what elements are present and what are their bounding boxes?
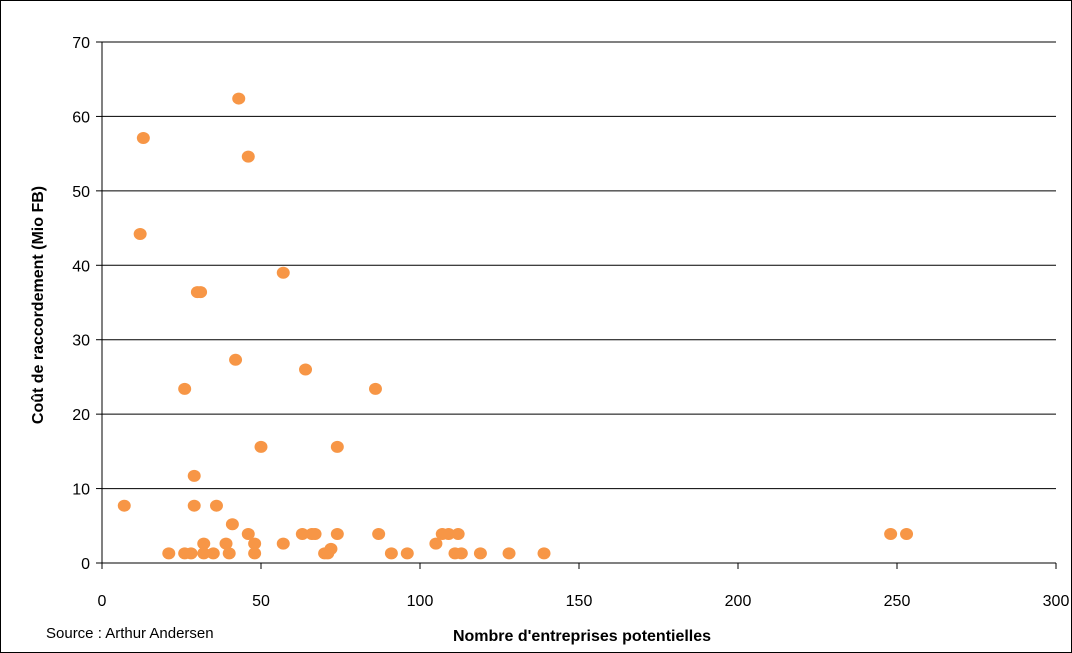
y-tick-label: 0 (81, 556, 90, 573)
data-point (229, 353, 243, 366)
data-point (368, 382, 382, 395)
data-point (219, 537, 233, 550)
data-points (117, 92, 914, 560)
data-point (184, 547, 198, 560)
data-point (162, 547, 176, 560)
x-tick-label: 100 (407, 593, 434, 610)
data-point (187, 499, 201, 512)
data-point (884, 527, 898, 540)
data-point (442, 527, 456, 540)
data-point (308, 527, 322, 540)
data-point (117, 499, 131, 512)
data-point (330, 440, 344, 453)
data-point (451, 527, 465, 540)
data-point (295, 527, 309, 540)
data-point (400, 547, 414, 560)
y-tick-label: 70 (72, 35, 90, 52)
data-point (473, 547, 487, 560)
data-point (225, 518, 239, 531)
x-tick-label: 300 (1043, 593, 1070, 610)
data-point (209, 499, 223, 512)
data-point (330, 527, 344, 540)
data-point (248, 537, 262, 550)
data-point (384, 547, 398, 560)
data-point (248, 547, 262, 560)
data-point (133, 228, 147, 241)
y-tick-label: 60 (72, 109, 90, 126)
source-note: Source : Arthur Andersen (46, 625, 214, 642)
data-point (241, 150, 255, 163)
x-tick-label: 50 (252, 593, 270, 610)
axes (96, 41, 1057, 569)
x-tick-label: 150 (566, 593, 593, 610)
data-point (136, 132, 150, 145)
y-tick-label: 40 (72, 258, 90, 275)
y-tick-label: 30 (72, 333, 90, 350)
data-point (194, 286, 208, 299)
data-point (206, 547, 220, 560)
x-tick-label: 200 (725, 593, 752, 610)
data-point (276, 266, 290, 279)
data-point (372, 527, 386, 540)
data-point (324, 542, 338, 555)
data-point (254, 440, 268, 453)
data-point (222, 547, 236, 560)
data-point (502, 547, 516, 560)
data-point (241, 527, 255, 540)
y-axis-title: Coût de raccordement (Mio FB) (30, 186, 47, 424)
data-point (537, 547, 551, 560)
data-point (276, 537, 290, 550)
data-point (232, 92, 246, 105)
data-point (299, 363, 313, 376)
gridlines (102, 41, 1056, 490)
data-point (178, 382, 192, 395)
x-tick-label: 250 (884, 593, 911, 610)
data-point (900, 527, 914, 540)
x-axis-title: Nombre d'entreprises potentielles (453, 628, 711, 645)
y-tick-label: 20 (72, 407, 90, 424)
data-point (454, 547, 468, 560)
data-point (197, 547, 211, 560)
data-point (187, 469, 201, 482)
data-point (197, 537, 211, 550)
x-tick-label: 0 (98, 593, 107, 610)
y-tick-label: 50 (72, 184, 90, 201)
y-tick-label: 10 (72, 482, 90, 499)
tick-labels: 0 10 20 30 40 50 60 70 0 50 100 150 200 250 300 (72, 35, 1069, 610)
data-point (429, 537, 443, 550)
